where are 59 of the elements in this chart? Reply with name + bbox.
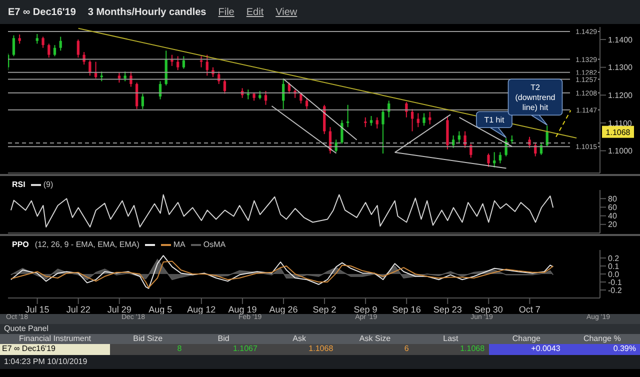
text: Change — [511, 334, 542, 344]
y-tick-label: 80 — [608, 194, 618, 204]
chart-title: PPO — [12, 240, 29, 249]
chart-subtitle: 3 Months/Hourly candles — [88, 6, 206, 18]
text: 1.1067 — [186, 344, 262, 355]
y-tick-label: -0.2 — [608, 286, 622, 295]
text: 0.39% — [564, 344, 640, 355]
y-tick-label: 0.1 — [608, 262, 620, 271]
text: File — [218, 6, 234, 18]
x-tick-label: Aug 26 — [269, 304, 298, 314]
text: Financial Instrument — [18, 334, 92, 344]
text: Edit — [246, 6, 264, 18]
text: Ask — [292, 334, 307, 344]
chart-title: E7 ∞ Dec16'19 — [8, 6, 76, 18]
chart-subtitle: (12, 26, 9 - EMA, EMA, EMA) — [34, 240, 140, 249]
text: Ask Size — [358, 334, 392, 344]
y-tick-label: 60 — [608, 203, 618, 212]
annotation: T2 (downtrend line) hit — [515, 83, 556, 112]
text: 1:04:23 PM 10/10/2019 — [0, 355, 640, 369]
x-tick-label: Jul 29 — [107, 304, 132, 314]
text: +0.0043 — [488, 344, 564, 355]
text: Bid — [216, 334, 230, 344]
x-tick-label: Sep 9 — [354, 304, 378, 314]
text: 8 — [110, 344, 186, 355]
legend-label: (9) — [43, 180, 54, 189]
text: View — [276, 6, 298, 18]
text: 1.1068 — [412, 344, 489, 355]
chart-title: RSI — [12, 180, 26, 189]
x-tick-label: Aug 19 — [228, 304, 257, 314]
y-tick-label: 0.2 — [608, 254, 620, 263]
y-tick-label: -0.1 — [608, 278, 622, 287]
y-tick-label: 40 — [608, 212, 618, 221]
annotation: 1.1068 — [606, 128, 631, 137]
x-tick-label: Sep 16 — [392, 304, 421, 314]
text: Change % — [582, 334, 622, 344]
x-tick-label: Sep 30 — [474, 304, 503, 314]
y-tick-label: 1.1100 — [608, 118, 632, 128]
y-tick-label: 20 — [608, 220, 618, 230]
y-tick-label: 1.1300 — [608, 63, 634, 72]
y-tick-label: 1.1400 — [608, 35, 634, 44]
text: 1.1068 — [261, 344, 338, 355]
x-tick-label: Sep 2 — [312, 304, 336, 314]
y-tick-label: 0.0 — [608, 270, 620, 279]
text: E7 ∞ Dec16'19 — [0, 344, 110, 355]
x-tick-label: Jul 15 — [25, 304, 50, 314]
x-tick-label: Jul 22 — [66, 304, 90, 314]
text: Last — [442, 334, 460, 344]
legend-label: MA — [173, 240, 186, 249]
x-tick-label: Sep 23 — [433, 304, 462, 314]
x-tick-label: Aug 12 — [187, 304, 216, 314]
text: 6 — [337, 344, 413, 355]
x-tick-label: Oct 7 — [518, 304, 540, 314]
text: Quote Panel — [3, 324, 50, 334]
x-tick-label: Aug 5 — [148, 304, 172, 314]
text: Bid Size — [132, 334, 164, 344]
annotation: T1 hit — [484, 116, 505, 125]
y-tick-label: 1.1000 — [608, 146, 634, 156]
y-tick-label: 1.1200 — [608, 90, 634, 100]
legend-label: OsMA — [203, 240, 226, 249]
